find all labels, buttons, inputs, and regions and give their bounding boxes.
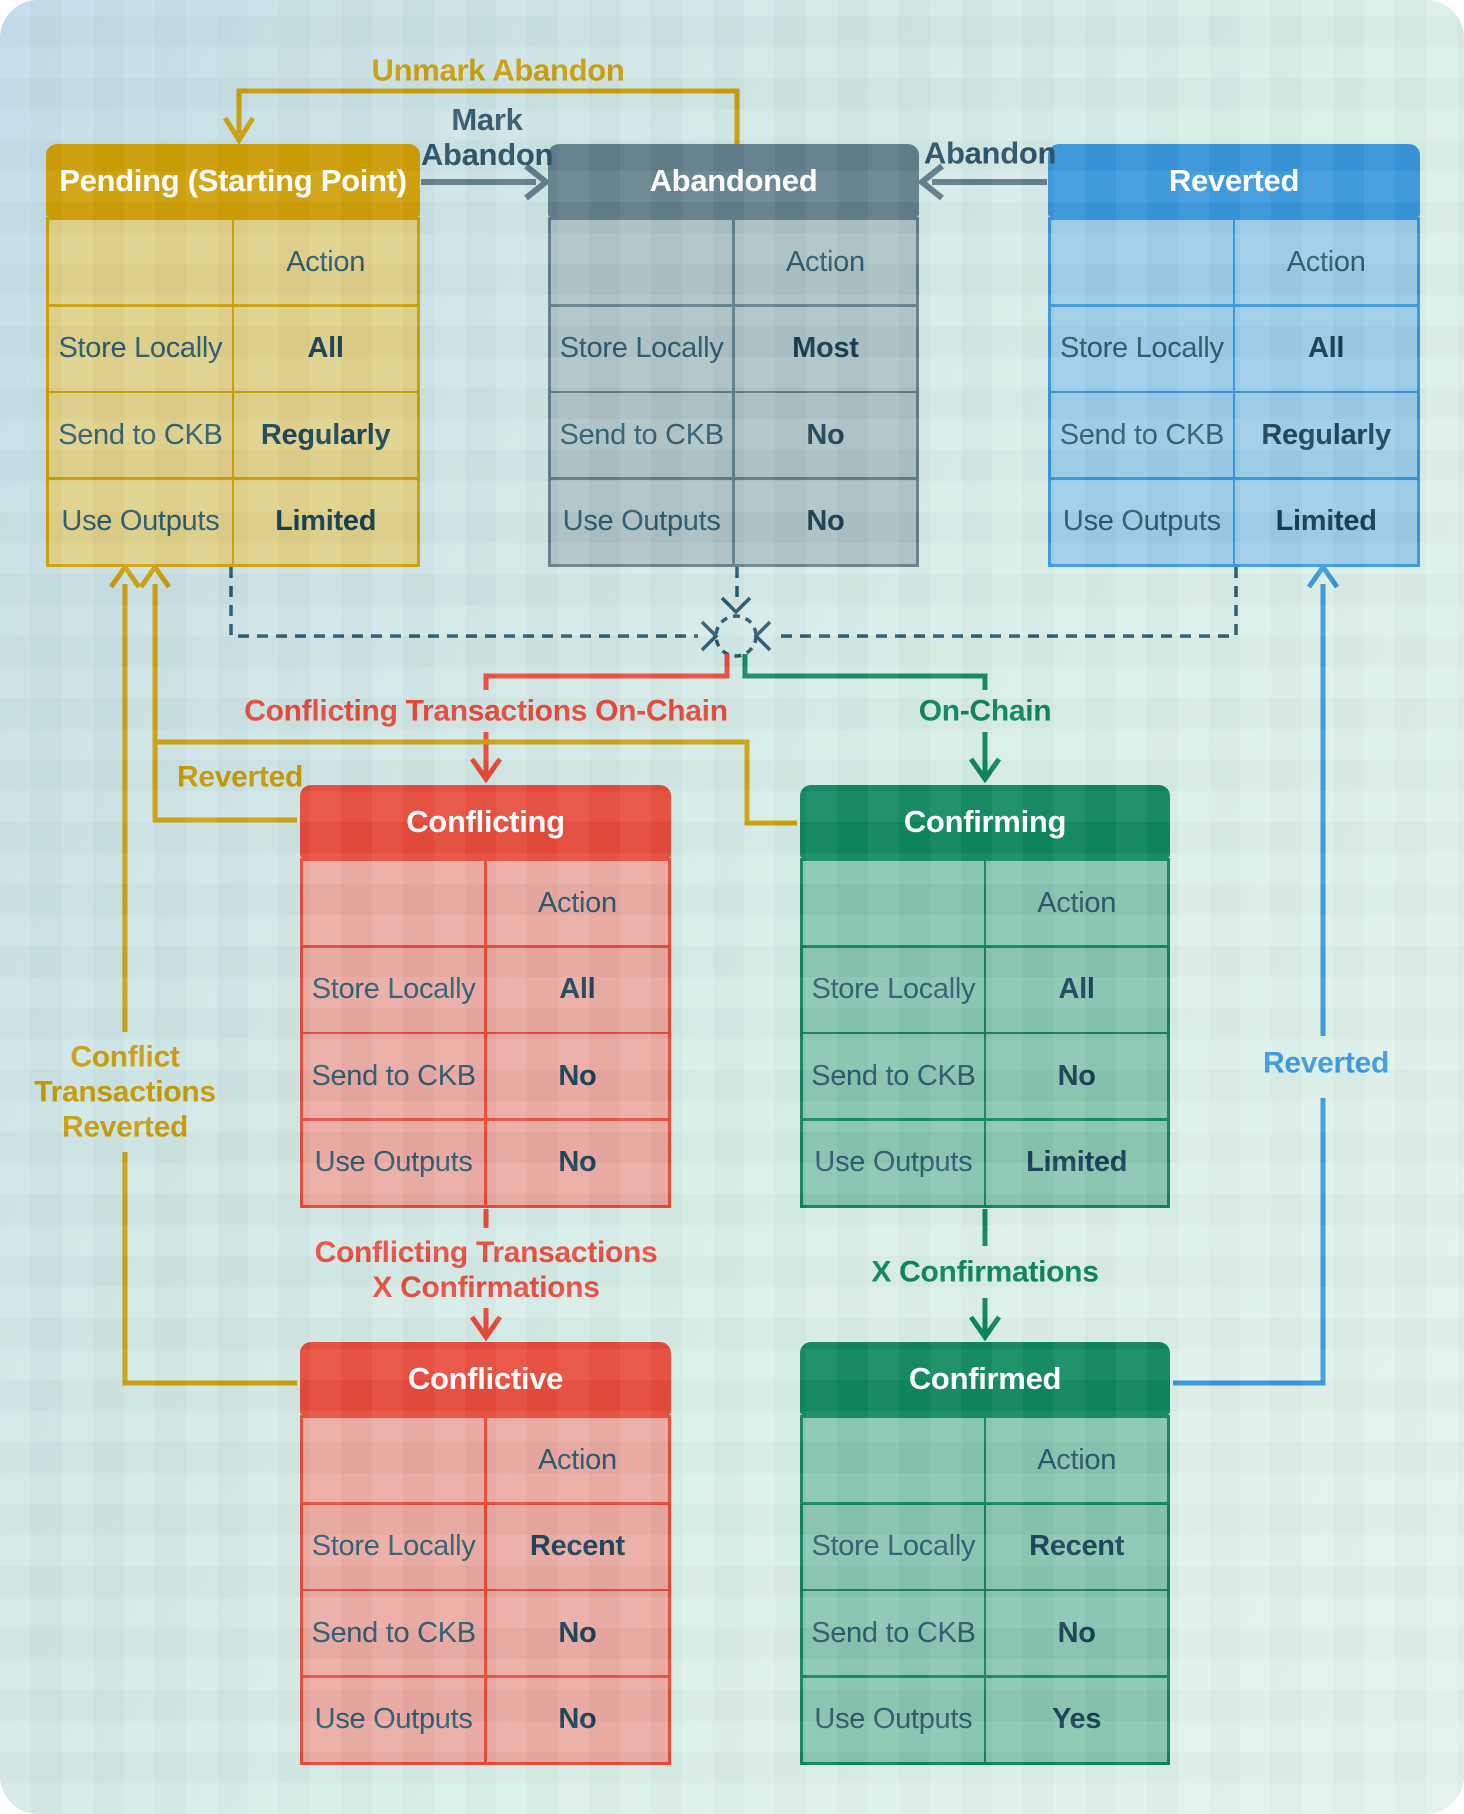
cell-blank (303, 1418, 485, 1502)
conflict-tx-reverted-line3: Reverted (62, 1110, 188, 1144)
on-chain-label: On-Chain (918, 694, 1052, 728)
cell-row-label: Use Outputs (803, 1120, 984, 1205)
cell-row-value: No (486, 1034, 668, 1118)
cell-row-label: Store Locally (803, 947, 984, 1032)
cell-row-value: No (986, 1034, 1167, 1118)
pending-state-table: Pending (Starting Point) Action Store Lo… (46, 144, 420, 567)
cell-row-label: Send to CKB (49, 393, 232, 477)
cell-row-label: Use Outputs (803, 1677, 984, 1762)
cell-row-label: Store Locally (303, 1504, 485, 1589)
cell-row-value: No (486, 1677, 668, 1762)
cell-row-value: Yes (986, 1677, 1167, 1762)
confirming-state-table: Confirming Action Store Locally All Send… (800, 785, 1170, 1208)
conflict-tx-reverted-line2: Transactions (34, 1075, 216, 1109)
reverted-to-reverted-connector (1173, 562, 1340, 1386)
cell-row-value: Recent (986, 1504, 1167, 1589)
reverted-header: Reverted (1048, 144, 1420, 217)
pending-header: Pending (Starting Point) (46, 144, 420, 217)
cell-row-label: Use Outputs (303, 1120, 485, 1205)
abandoned-state-table: Abandoned Action Store Locally Most Send… (548, 144, 919, 567)
cell-row-label: Send to CKB (803, 1591, 984, 1675)
cell-blank (49, 220, 232, 304)
cell-row-label: Store Locally (551, 306, 733, 391)
conflicting-state-table: Conflicting Action Store Locally All Sen… (300, 785, 671, 1208)
cell-blank (803, 1418, 984, 1502)
cell-row-value: All (234, 306, 417, 391)
unmark-abandon-label: Unmark Abandon (371, 52, 625, 88)
mark-abandon-line1: Mark (451, 102, 523, 137)
cell-row-label: Use Outputs (303, 1677, 485, 1762)
confirming-header: Confirming (800, 785, 1170, 858)
junction-circle (714, 614, 758, 658)
cell-row-label: Send to CKB (551, 393, 733, 477)
cell-action-header: Action (734, 220, 916, 304)
conflicting-x-line1: Conflicting Transactions (314, 1236, 658, 1269)
cell-row-label: Send to CKB (303, 1034, 485, 1118)
reverted-blue-label: Reverted (1263, 1046, 1389, 1080)
reverted-state-table: Reverted Action Store Locally All Send t… (1048, 144, 1420, 567)
cell-row-value: Most (734, 306, 916, 391)
cell-blank (551, 220, 733, 304)
cell-blank (803, 861, 984, 945)
cell-row-label: Use Outputs (551, 479, 733, 564)
cell-row-value: No (734, 393, 916, 477)
cell-blank (303, 861, 485, 945)
conflictive-header: Conflictive (300, 1342, 671, 1415)
cell-row-value: All (986, 947, 1167, 1032)
conflicting-tx-on-chain-label: Conflicting Transactions On-Chain (244, 694, 728, 728)
confirmed-state-table: Confirmed Action Store Locally Recent Se… (800, 1342, 1170, 1765)
cell-row-label: Use Outputs (49, 479, 232, 564)
dashed-junction-connector (229, 567, 1238, 658)
mark-abandon-line2: Abandon (420, 137, 554, 172)
cell-action-header: Action (234, 220, 417, 304)
cell-row-label: Store Locally (49, 306, 232, 391)
cell-blank (1051, 220, 1233, 304)
cell-row-value: All (1235, 306, 1417, 391)
cell-row-value: Limited (234, 479, 417, 564)
cell-row-label: Store Locally (803, 1504, 984, 1589)
cell-row-value: Regularly (1235, 393, 1417, 477)
abandon-label: Abandon (923, 135, 1057, 171)
cell-row-label: Send to CKB (1051, 393, 1233, 477)
x-confirmations-label: X Confirmations (871, 1255, 1099, 1289)
conflicting-x-confirmations-label: Conflicting Transactions X Confirmations (315, 1235, 658, 1305)
cell-row-value: No (486, 1591, 668, 1675)
mark-abandon-label: Mark Abandon (420, 102, 554, 172)
conflict-tx-reverted-line1: Conflict (70, 1040, 180, 1074)
cell-action-header: Action (986, 861, 1167, 945)
reverted-gold-label: Reverted (177, 760, 303, 794)
abandon-arrow (917, 163, 1047, 201)
cell-row-label: Use Outputs (1051, 479, 1233, 564)
confirmed-header: Confirmed (800, 1342, 1170, 1415)
cell-action-header: Action (1235, 220, 1417, 304)
cell-row-value: No (486, 1120, 668, 1205)
conflict-tx-reverted-connector (108, 562, 297, 1386)
cell-row-label: Store Locally (1051, 306, 1233, 391)
abandoned-header: Abandoned (548, 144, 919, 217)
cell-row-label: Store Locally (303, 947, 485, 1032)
cell-action-header: Action (486, 861, 668, 945)
conflict-tx-reverted-label: Conflict Transactions Reverted (34, 1040, 216, 1145)
cell-action-header: Action (486, 1418, 668, 1502)
cell-action-header: Action (986, 1418, 1167, 1502)
cell-row-value: Regularly (234, 393, 417, 477)
cell-row-value: No (734, 479, 916, 564)
cell-row-value: All (486, 947, 668, 1032)
conflicting-header: Conflicting (300, 785, 671, 858)
cell-row-value: Limited (986, 1120, 1167, 1205)
cell-row-value: Limited (1235, 479, 1417, 564)
cell-row-label: Send to CKB (303, 1591, 485, 1675)
cell-row-value: No (986, 1591, 1167, 1675)
conflicting-x-line2: X Confirmations (372, 1271, 600, 1304)
cell-row-value: Recent (486, 1504, 668, 1589)
cell-row-label: Send to CKB (803, 1034, 984, 1118)
conflictive-state-table: Conflictive Action Store Locally Recent … (300, 1342, 671, 1765)
